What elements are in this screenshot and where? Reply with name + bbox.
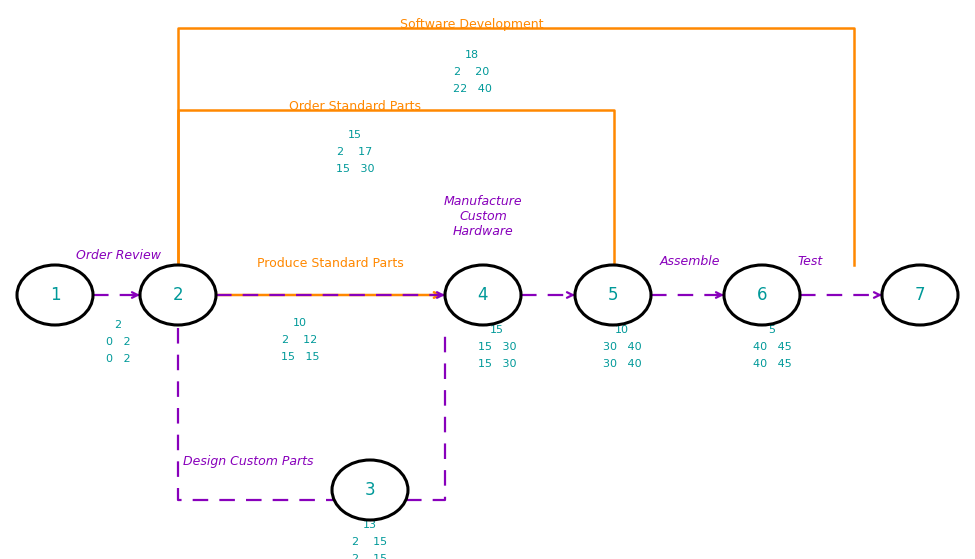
Text: 13: 13	[363, 520, 377, 530]
Text: 0   2: 0 2	[105, 337, 131, 347]
Text: 40   45: 40 45	[753, 359, 792, 369]
Text: Test: Test	[798, 255, 823, 268]
Text: 30   40: 30 40	[603, 359, 642, 369]
Text: 15   30: 15 30	[478, 342, 516, 352]
Text: 18: 18	[465, 50, 479, 60]
Text: 2: 2	[173, 286, 183, 304]
Text: 2    12: 2 12	[283, 335, 318, 345]
Ellipse shape	[724, 265, 800, 325]
Text: Manufacture
Custom
Hardware: Manufacture Custom Hardware	[444, 195, 523, 238]
Ellipse shape	[140, 265, 216, 325]
Ellipse shape	[575, 265, 651, 325]
Text: Assemble: Assemble	[660, 255, 721, 268]
Text: Design Custom Parts: Design Custom Parts	[182, 455, 313, 468]
Text: 1: 1	[50, 286, 60, 304]
Text: 6: 6	[757, 286, 767, 304]
Text: Software Development: Software Development	[401, 18, 544, 31]
Text: 22   40: 22 40	[452, 84, 491, 94]
Text: 4: 4	[478, 286, 488, 304]
Text: 2    17: 2 17	[337, 147, 372, 157]
Text: 2    20: 2 20	[454, 67, 489, 77]
Ellipse shape	[882, 265, 958, 325]
Text: Produce Standard Parts: Produce Standard Parts	[256, 257, 404, 270]
Text: Order Review: Order Review	[75, 249, 161, 262]
Text: 5: 5	[607, 286, 618, 304]
Text: 2: 2	[114, 320, 122, 330]
Ellipse shape	[17, 265, 93, 325]
Text: 0   2: 0 2	[105, 354, 131, 364]
Text: 30   40: 30 40	[603, 342, 642, 352]
Text: 40   45: 40 45	[753, 342, 792, 352]
Text: 15   30: 15 30	[335, 164, 374, 174]
Text: 5: 5	[768, 325, 775, 335]
Text: 10: 10	[615, 325, 629, 335]
Ellipse shape	[332, 460, 408, 520]
Text: 15   15: 15 15	[281, 352, 319, 362]
Text: 15: 15	[490, 325, 504, 335]
Text: 3: 3	[365, 481, 375, 499]
Text: 15: 15	[348, 130, 362, 140]
Text: 2    15: 2 15	[352, 537, 388, 547]
Text: 10: 10	[293, 318, 307, 328]
Text: 15   30: 15 30	[478, 359, 516, 369]
Text: 2    15: 2 15	[352, 554, 388, 559]
Text: Order Standard Parts: Order Standard Parts	[289, 100, 421, 113]
Ellipse shape	[445, 265, 521, 325]
Text: 7: 7	[915, 286, 925, 304]
